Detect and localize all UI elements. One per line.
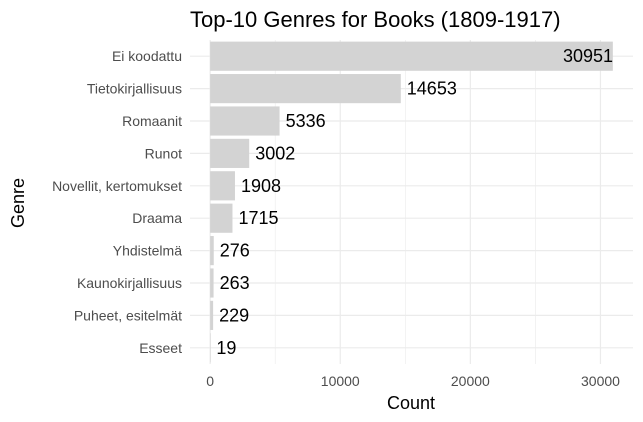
bar-value-label: 19 — [216, 338, 236, 358]
grid — [190, 40, 633, 364]
x-axis-title: Count — [387, 393, 435, 413]
y-tick-label: Draama — [132, 210, 182, 226]
bar-value-label: 1908 — [241, 176, 281, 196]
bar-value-label: 5336 — [286, 111, 326, 131]
y-tick-label: Tietokirjallisuus — [87, 81, 182, 97]
x-tick-label: 20000 — [451, 373, 490, 389]
bar — [210, 41, 613, 71]
bars — [210, 41, 613, 363]
y-tick-label: Runot — [145, 145, 182, 161]
y-tick-label: Yhdistelmä — [113, 243, 182, 259]
bar-value-label: 229 — [219, 305, 249, 325]
bar — [210, 106, 280, 136]
bar — [210, 236, 214, 266]
y-tick-label: Ei koodattu — [112, 48, 182, 64]
y-tick-label: Kaunokirjallisuus — [77, 275, 182, 291]
bar — [210, 138, 250, 168]
x-tick-label: 0 — [206, 373, 214, 389]
x-tick-label: 10000 — [321, 373, 360, 389]
bar — [210, 203, 233, 233]
y-tick-label: Esseet — [139, 340, 182, 356]
bar-value-label: 276 — [220, 241, 250, 261]
y-axis-ticks: Ei koodattu Tietokirjallisuus Romaanit Runo… — [52, 48, 182, 356]
bar — [210, 268, 214, 298]
x-axis-ticks: 0 10000 20000 30000 — [206, 373, 620, 389]
bar — [210, 74, 401, 104]
bar-value-label: 30951 — [563, 46, 613, 66]
chart-title: Top-10 Genres for Books (1809-1917) — [190, 7, 561, 32]
x-tick-label: 30000 — [581, 373, 620, 389]
y-tick-label: Puheet, esitelmät — [74, 307, 182, 323]
bar — [210, 171, 235, 201]
bar-value-label: 3002 — [255, 143, 295, 163]
bar-value-label: 1715 — [238, 208, 278, 228]
y-tick-label: Romaanit — [122, 113, 182, 129]
y-axis-title: Genre — [8, 178, 28, 228]
bar-value-label: 14653 — [407, 79, 457, 99]
y-tick-label: Novellit, kertomukset — [52, 178, 182, 194]
bar-value-label: 263 — [220, 273, 250, 293]
bar — [210, 333, 211, 363]
value-labels: 30951 14653 5336 3002 1908 1715 276 263 229 19 — [216, 46, 613, 358]
bar — [210, 300, 214, 330]
